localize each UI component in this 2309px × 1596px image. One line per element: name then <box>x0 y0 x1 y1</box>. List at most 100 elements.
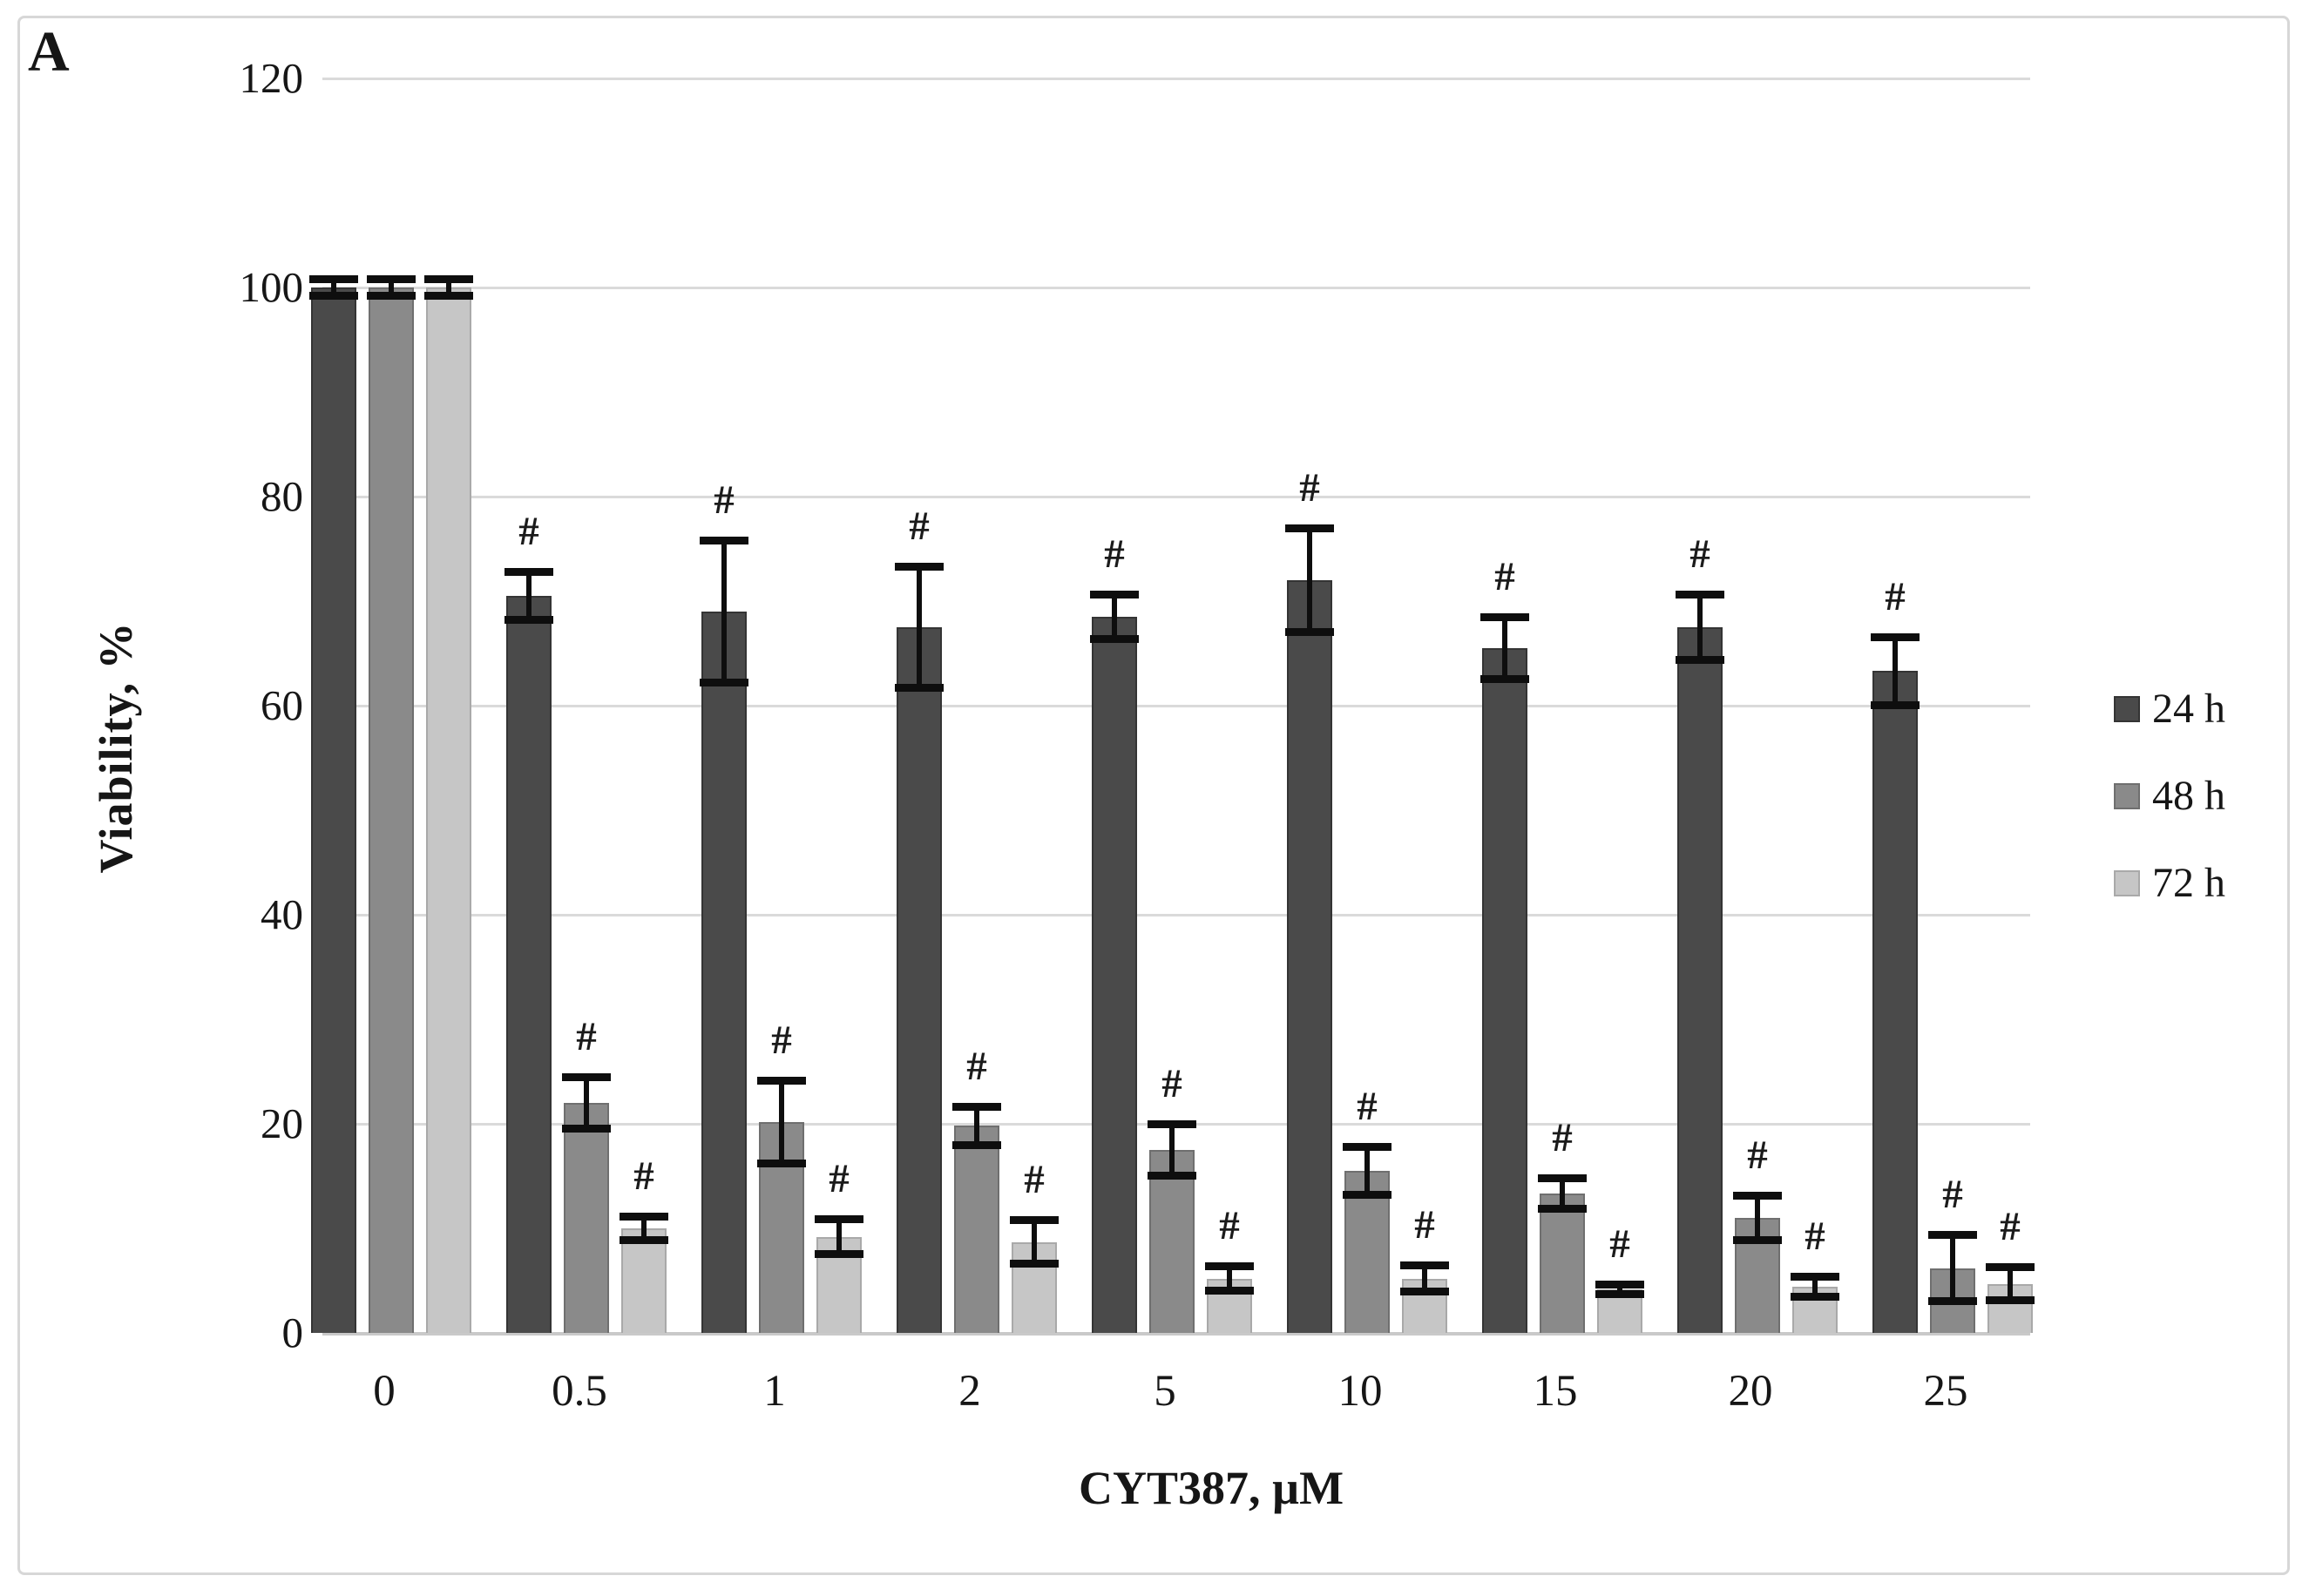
error-bar-cap-bottom <box>1090 635 1139 644</box>
error-bar-whisker <box>1617 1283 1622 1295</box>
error-bar-cap-bottom <box>952 1141 1001 1150</box>
y-axis-tick-label: 80 <box>261 472 303 520</box>
error-bar-cap-top <box>700 537 748 545</box>
bar-72h-dose-0.5 <box>621 1228 667 1333</box>
error-bar-cap-top <box>620 1212 668 1221</box>
error-bar-cap-bottom <box>700 678 748 686</box>
error-bar-cap-top <box>424 275 473 284</box>
error-bar-cap-bottom <box>1538 1205 1587 1214</box>
error-bar-cap-top <box>1986 1263 2035 1272</box>
error-bar-cap-top <box>952 1102 1001 1111</box>
error-bar-cap-bottom <box>1400 1288 1449 1296</box>
error-bar-cap-bottom <box>367 291 416 300</box>
error-bar-cap-top <box>504 568 553 577</box>
significance-hash: # <box>1942 1172 1963 1218</box>
error-bar-cap-bottom <box>504 615 553 624</box>
bar-48h-dose-5 <box>1149 1150 1195 1333</box>
error-bar-cap-top <box>1791 1273 1839 1282</box>
error-bar-cap-top <box>1010 1216 1059 1225</box>
bar-24h-dose-0 <box>311 287 356 1333</box>
error-bar-cap-bottom <box>1791 1293 1839 1302</box>
bar-48h-dose-0.5 <box>564 1103 609 1333</box>
significance-hash: # <box>771 1017 792 1063</box>
error-bar-cap-bottom <box>815 1250 863 1258</box>
error-bar-whisker <box>331 279 336 296</box>
y-axis-tick-label: 100 <box>239 263 304 311</box>
error-bar-cap-top <box>309 275 358 284</box>
bar-24h-dose-15 <box>1482 648 1527 1333</box>
legend-swatch-icon <box>2114 783 2140 809</box>
error-bar-cap-bottom <box>1010 1259 1059 1268</box>
error-bar-whisker <box>1169 1124 1175 1176</box>
error-bar-cap-top <box>367 275 416 284</box>
gridline-y-80 <box>322 495 2030 498</box>
error-bar-whisker <box>1422 1265 1427 1293</box>
error-bar-whisker <box>446 279 451 296</box>
error-bar-cap-bottom <box>424 291 473 300</box>
error-bar-cap-bottom <box>895 683 944 692</box>
significance-hash: # <box>966 1043 987 1089</box>
significance-hash: # <box>1552 1115 1573 1161</box>
bar-48h-dose-2 <box>954 1126 999 1333</box>
bar-24h-dose-1 <box>701 612 747 1333</box>
y-axis-tick-label: 40 <box>261 890 303 938</box>
error-bar-cap-top <box>1148 1120 1196 1128</box>
x-axis-tick-label: 25 <box>1923 1367 1968 1416</box>
x-axis-tick-label: 0.5 <box>552 1367 607 1416</box>
error-bar-cap-bottom <box>620 1236 668 1245</box>
gridline-y-60 <box>322 704 2030 707</box>
error-bar-whisker <box>1032 1220 1037 1264</box>
error-bar-cap-bottom <box>1986 1295 2035 1304</box>
error-bar-cap-bottom <box>1205 1287 1254 1295</box>
gridline-y-120 <box>322 77 2030 80</box>
error-bar-cap-top <box>1400 1261 1449 1269</box>
error-bar-cap-bottom <box>1148 1172 1196 1180</box>
significance-hash: # <box>576 1014 597 1059</box>
legend-swatch-icon <box>2114 870 2140 896</box>
error-bar-cap-top <box>562 1073 611 1081</box>
error-bar-cap-bottom <box>1676 656 1724 665</box>
error-bar-whisker <box>584 1077 589 1129</box>
y-axis-tick-label: 120 <box>239 54 304 102</box>
error-bar-whisker <box>389 279 394 296</box>
significance-hash: # <box>1299 465 1320 511</box>
legend-label: 24 h <box>2152 686 2225 732</box>
bar-48h-dose-0 <box>369 287 414 1333</box>
error-bar-whisker <box>1112 593 1117 640</box>
error-bar-cap-top <box>895 563 944 571</box>
x-axis-tick-label: 1 <box>763 1367 786 1416</box>
significance-hash: # <box>1609 1221 1630 1267</box>
significance-hash: # <box>829 1156 850 1202</box>
error-bar-cap-top <box>1595 1280 1644 1288</box>
gridline-y-0 <box>322 1331 2030 1336</box>
error-bar-cap-top <box>1928 1231 1977 1240</box>
error-bar-whisker <box>1307 528 1312 632</box>
bar-48h-dose-15 <box>1540 1194 1585 1333</box>
error-bar-whisker <box>1755 1194 1760 1241</box>
significance-hash: # <box>1414 1202 1435 1248</box>
significance-hash: # <box>714 477 735 524</box>
error-bar-cap-top <box>1676 590 1724 598</box>
error-bar-whisker <box>1697 593 1703 661</box>
significance-hash: # <box>1024 1157 1045 1203</box>
error-bar-whisker <box>1364 1146 1370 1195</box>
error-bar-cap-bottom <box>1595 1289 1644 1298</box>
x-axis-tick-label: 5 <box>1154 1367 1176 1416</box>
y-axis-tick-label: 0 <box>281 1309 304 1356</box>
error-bar-cap-bottom <box>1480 675 1529 683</box>
error-bar-cap-bottom <box>757 1159 806 1167</box>
legend-item-24h: 24 h <box>2114 688 2225 730</box>
significance-hash: # <box>1689 531 1710 577</box>
significance-hash: # <box>1104 531 1125 577</box>
significance-hash: # <box>518 509 539 555</box>
x-axis-title: CYT387, µM <box>1078 1462 1344 1514</box>
error-bar-cap-top <box>1871 632 1920 641</box>
error-bar-whisker <box>526 571 532 620</box>
error-bar-cap-top <box>1538 1174 1587 1183</box>
error-bar-cap-top <box>1733 1191 1782 1200</box>
error-bar-cap-top <box>815 1215 863 1224</box>
x-axis-tick-label: 0 <box>373 1367 396 1416</box>
significance-hash: # <box>633 1153 654 1199</box>
error-bar-cap-bottom <box>1285 628 1334 636</box>
